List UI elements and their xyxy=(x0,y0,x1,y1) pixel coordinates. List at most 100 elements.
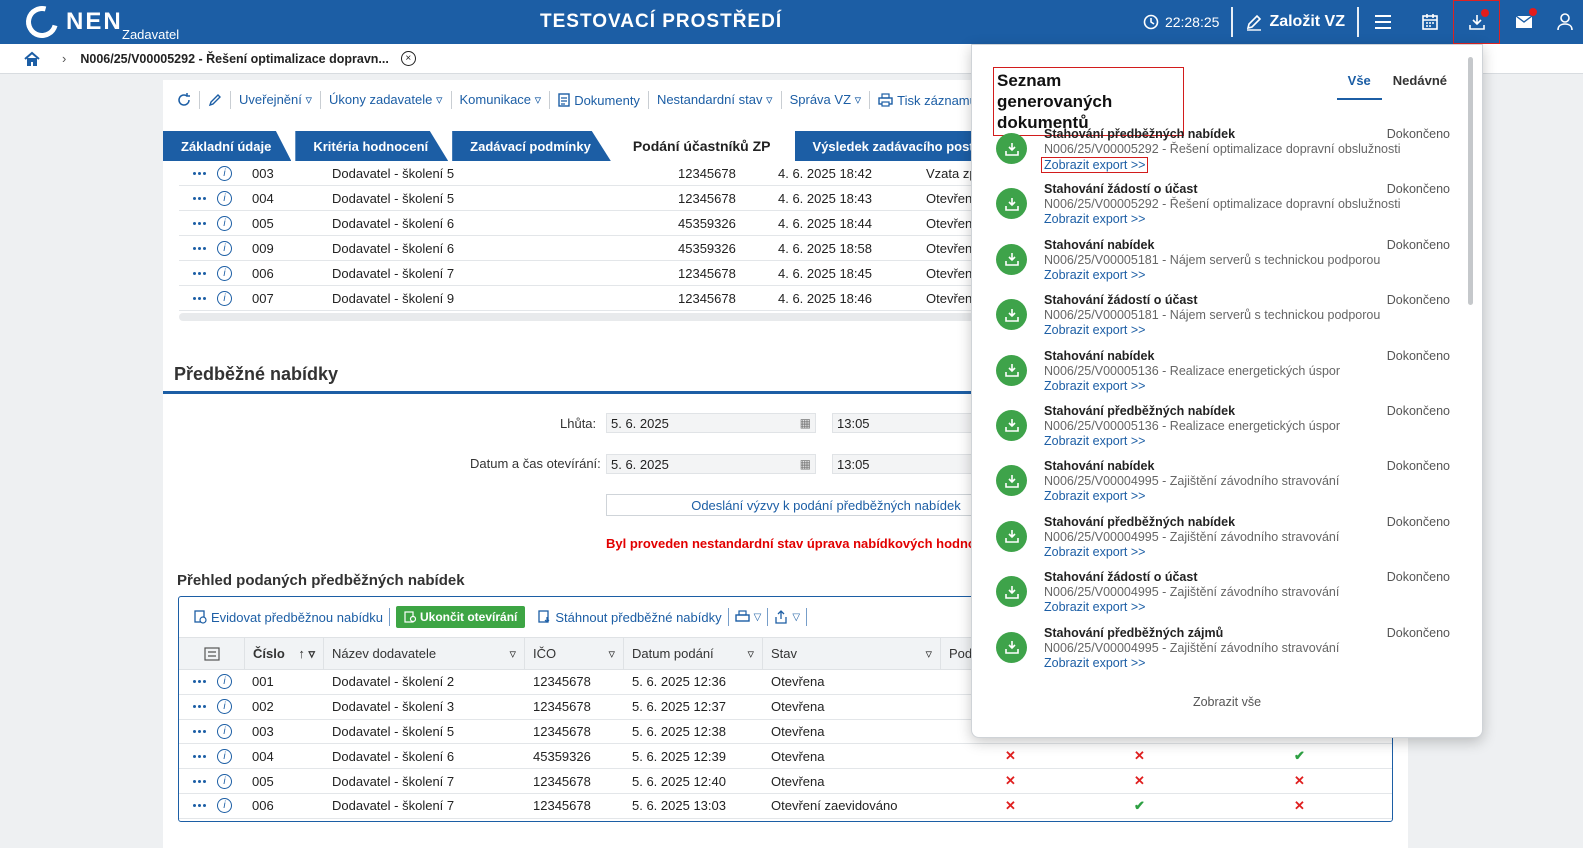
show-export-link[interactable]: Zobrazit export >> xyxy=(1044,267,1146,282)
more-actions-icon[interactable] xyxy=(193,296,207,300)
table-row[interactable]: i 003 Dodavatel - školení 5 12345678 4. 6. 2… xyxy=(179,161,1009,186)
download-icon[interactable] xyxy=(996,520,1027,552)
download-icon[interactable] xyxy=(996,299,1027,331)
export-dropdown[interactable]: ▽ xyxy=(768,610,806,624)
download-icon[interactable] xyxy=(996,243,1027,275)
calendar-icon[interactable]: ▦ xyxy=(799,416,811,430)
sort-up-icon[interactable]: ↑ ▿ xyxy=(298,645,315,661)
calendar-icon[interactable]: ▦ xyxy=(799,457,811,471)
tab-podani-ucastniku[interactable]: Podání účastníků ZP xyxy=(614,131,791,161)
filter-icon[interactable]: ▿ xyxy=(509,645,516,661)
more-actions-icon[interactable] xyxy=(193,221,207,225)
info-icon[interactable]: i xyxy=(217,190,232,206)
calendar-button[interactable] xyxy=(1406,0,1453,44)
column-settings-button[interactable] xyxy=(179,637,245,670)
table-row[interactable]: i 001 Dodavatel - školení 2 12345678 5. 6. 2… xyxy=(179,670,1392,695)
download-icon[interactable] xyxy=(996,465,1027,497)
ukoncit-oteverani-button[interactable]: Ukončit otevírání xyxy=(396,606,526,628)
refresh-button[interactable] xyxy=(169,91,200,109)
downloads-button[interactable] xyxy=(1453,0,1500,44)
print-dropdown[interactable]: ▽ xyxy=(729,610,768,624)
show-export-link[interactable]: Zobrazit export >> xyxy=(1044,323,1146,338)
download-icon[interactable] xyxy=(996,188,1027,220)
menu-uverejneni[interactable]: Uveřejnění ▿ xyxy=(231,91,322,109)
show-export-link[interactable]: Zobrazit export >> xyxy=(1044,212,1146,227)
messages-button[interactable] xyxy=(1500,0,1547,44)
lhuta-time-input[interactable]: 13:05 xyxy=(832,413,972,433)
header-datum[interactable]: Datum podání ▿ xyxy=(624,637,763,670)
info-icon[interactable]: i xyxy=(217,165,232,181)
table-row[interactable]: i 006 Dodavatel - školení 7 12345678 5. 6. 2… xyxy=(179,794,1392,819)
header-ico[interactable]: IČO ▿ xyxy=(525,637,624,670)
tab-all[interactable]: Vše xyxy=(1336,73,1382,100)
table-row[interactable]: i 007 Dodavatel - školení 9 12345678 4. 6. 2… xyxy=(179,286,1009,311)
send-invitation-button[interactable]: Odeslání výzvy k podání předběžných nabí… xyxy=(606,494,1046,516)
menu-ukony-zadavatele[interactable]: Úkony zadavatele ▿ xyxy=(321,91,452,109)
close-icon[interactable]: × xyxy=(400,51,416,66)
evidovat-button[interactable]: Evidovat předběžnou nabídku xyxy=(187,610,389,625)
horizontal-scrollbar[interactable] xyxy=(179,313,1009,321)
menu-dokumenty[interactable]: Dokumenty xyxy=(550,91,649,109)
otevirani-date-input[interactable]: 5. 6. 2025 ▦ xyxy=(606,454,816,474)
info-icon[interactable]: i xyxy=(217,798,232,814)
info-icon[interactable]: i xyxy=(217,265,232,281)
create-vz-button[interactable]: Založit VZ xyxy=(1233,13,1357,31)
menu-button[interactable] xyxy=(1359,0,1406,44)
tab-zakladni-udaje[interactable]: Základní údaje xyxy=(163,131,292,161)
download-icon[interactable] xyxy=(996,409,1027,441)
edit-button[interactable] xyxy=(200,91,231,109)
info-icon[interactable]: i xyxy=(217,723,232,739)
more-actions-icon[interactable] xyxy=(193,705,207,709)
table-row[interactable]: i 006 Dodavatel - školení 7 12345678 4. 6. 2… xyxy=(179,261,1009,286)
download-icon[interactable] xyxy=(996,354,1027,386)
info-icon[interactable]: i xyxy=(217,240,232,256)
info-icon[interactable]: i xyxy=(217,674,232,690)
otevirani-time-input[interactable]: 13:05 xyxy=(832,454,972,474)
info-icon[interactable]: i xyxy=(217,773,232,789)
download-icon[interactable] xyxy=(996,576,1027,608)
user-button[interactable] xyxy=(1547,0,1583,44)
panel-scrollbar[interactable] xyxy=(1468,57,1473,305)
show-export-link[interactable]: Zobrazit export >> xyxy=(1044,544,1146,559)
table-row[interactable]: i 004 Dodavatel - školení 5 12345678 4. 6. 2… xyxy=(179,186,1009,211)
show-export-link[interactable]: Zobrazit export >> xyxy=(1041,157,1149,173)
table-row[interactable]: i 002 Dodavatel - školení 3 12345678 5. 6. 2… xyxy=(179,695,1392,720)
table-row[interactable]: i 003 Dodavatel - školení 5 12345678 5. 6. 2… xyxy=(179,720,1392,745)
more-actions-icon[interactable] xyxy=(193,729,207,733)
menu-sprava-vz[interactable]: Správa VZ ▿ xyxy=(782,91,871,109)
show-export-link[interactable]: Zobrazit export >> xyxy=(1044,489,1146,504)
show-export-link[interactable]: Zobrazit export >> xyxy=(1044,655,1146,670)
download-icon[interactable] xyxy=(996,631,1027,663)
filter-icon[interactable]: ▿ xyxy=(608,645,615,661)
tab-zadavaci-podminky[interactable]: Zadávací podmínky xyxy=(452,131,611,161)
header-stav[interactable]: Stav ▿ xyxy=(763,637,941,670)
menu-nestandardni-stav[interactable]: Nestandardní stav ▿ xyxy=(649,91,782,109)
stahnout-button[interactable]: Stáhnout předběžné nabídky xyxy=(531,610,727,625)
info-icon[interactable]: i xyxy=(217,290,232,306)
info-icon[interactable]: i xyxy=(217,215,232,231)
header-cislo[interactable]: Číslo ↑ ▿ xyxy=(245,637,324,670)
more-actions-icon[interactable] xyxy=(193,171,207,175)
info-icon[interactable]: i xyxy=(217,748,232,764)
filter-icon[interactable]: ▿ xyxy=(925,645,932,661)
lhuta-date-input[interactable]: 5. 6. 2025 ▦ xyxy=(606,413,816,433)
home-icon[interactable] xyxy=(24,51,40,67)
more-actions-icon[interactable] xyxy=(193,754,207,758)
table-row[interactable]: i 004 Dodavatel - školení 6 45359326 5. 6. 2… xyxy=(179,744,1392,770)
header-nazev[interactable]: Název dodavatele ▿ xyxy=(324,637,525,670)
table-row[interactable]: i 005 Dodavatel - školení 6 45359326 4. 6. 2… xyxy=(179,211,1009,236)
table-row[interactable]: i 009 Dodavatel - školení 6 45359326 4. 6. 2… xyxy=(179,236,1009,261)
download-icon[interactable] xyxy=(996,133,1027,164)
show-export-link[interactable]: Zobrazit export >> xyxy=(1044,378,1146,393)
more-actions-icon[interactable] xyxy=(193,196,207,200)
info-icon[interactable]: i xyxy=(217,699,232,715)
more-actions-icon[interactable] xyxy=(193,246,207,250)
header-pod[interactable]: Pod xyxy=(941,637,1391,670)
menu-komunikace[interactable]: Komunikace ▿ xyxy=(452,91,551,109)
menu-tisk-zaznamu[interactable]: Tisk záznamu xyxy=(870,91,986,109)
show-export-link[interactable]: Zobrazit export >> xyxy=(1044,433,1146,448)
filter-icon[interactable]: ▿ xyxy=(747,645,754,661)
nen-logo[interactable]: NEN xyxy=(20,0,123,44)
show-export-link[interactable]: Zobrazit export >> xyxy=(1044,600,1146,615)
more-actions-icon[interactable] xyxy=(193,804,207,808)
